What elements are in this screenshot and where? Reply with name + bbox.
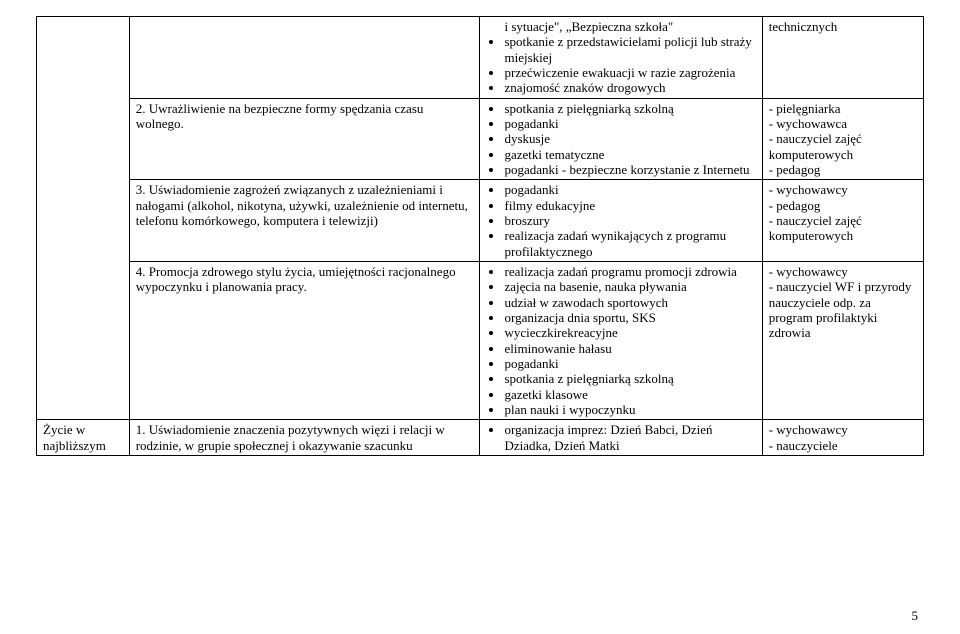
activities-cell: organizacja imprez: Dzień Babci, Dzień D… (480, 420, 762, 456)
activities-cell: spotkania z pielęgniarką szkolną pogadan… (480, 98, 762, 180)
responsible-cell: - wychowawcy - nauczyciel WF i przyrody … (762, 261, 923, 419)
responsible-line: - wychowawcy (769, 264, 917, 279)
list-item: pogadanki - bezpieczne korzystanie z Int… (504, 162, 755, 177)
task-cell: 2. Uwrażliwienie na bezpieczne formy spę… (129, 98, 480, 180)
list-item: gazetki klasowe (504, 387, 755, 402)
category-cell (37, 17, 130, 420)
list-item: organizacja dnia sportu, SKS (504, 310, 755, 325)
page-number: 5 (912, 608, 919, 624)
activities-list: spotkanie z przedstawicielami policji lu… (504, 34, 755, 95)
responsible-line: - nauczyciel WF i przyrody (769, 279, 917, 294)
task-cell: 3. Uświadomienie zagrożeń związanych z u… (129, 180, 480, 262)
list-item: realizacja zadań wynikających z programu… (504, 228, 755, 259)
responsible-line: - wychowawcy (769, 422, 917, 437)
list-item: spotkania z pielęgniarką szkolną (504, 101, 755, 116)
responsible-cell: - wychowawcy - nauczyciele (762, 420, 923, 456)
responsible-cell: - wychowawcy - pedagog - nauczyciel zaję… (762, 180, 923, 262)
list-item: filmy edukacyjne (504, 198, 755, 213)
list-item: gazetki tematyczne (504, 147, 755, 162)
table-row: 3. Uświadomienie zagrożeń związanych z u… (37, 180, 924, 262)
responsible-cell: - pielęgniarka - wychowawca - nauczyciel… (762, 98, 923, 180)
responsible-line: - nauczyciele (769, 438, 917, 453)
list-item: pogadanki (504, 356, 755, 371)
activities-list: spotkania z pielęgniarką szkolną pogadan… (504, 101, 755, 178)
task-cell: 1. Uświadomienie znaczenia pozytywnych w… (129, 420, 480, 456)
category-text: Życie w najbliższym (43, 422, 106, 452)
responsible-line: - nauczyciel zajęć komputerowych (769, 131, 917, 162)
task-text: 3. Uświadomienie zagrożeń związanych z u… (136, 182, 468, 228)
task-cell (129, 17, 480, 99)
table-row: i sytuacje", „Bezpieczna szkoła" spotkan… (37, 17, 924, 99)
list-item: udział w zawodach sportowych (504, 295, 755, 310)
task-text: 1. Uświadomienie znaczenia pozytywnych w… (136, 422, 445, 452)
list-item: wycieczkirekreacyjne (504, 325, 755, 340)
list-item: pogadanki (504, 182, 755, 197)
task-text: 4. Promocja zdrowego stylu życia, umieję… (136, 264, 456, 294)
responsible-line: - nauczyciel zajęć komputerowych (769, 213, 917, 244)
list-item: przećwiczenie ewakuacji w razie zagrożen… (504, 65, 755, 80)
activities-cell: realizacja zadań programu promocji zdrow… (480, 261, 762, 419)
list-item: broszury (504, 213, 755, 228)
task-cell: 4. Promocja zdrowego stylu życia, umieję… (129, 261, 480, 419)
list-item: zajęcia na basenie, nauka pływania (504, 279, 755, 294)
responsible-line: - wychowawca (769, 116, 917, 131)
category-cell: Życie w najbliższym (37, 420, 130, 456)
list-item: plan nauki i wypoczynku (504, 402, 755, 417)
responsible-line: - wychowawcy (769, 182, 917, 197)
responsible-cell: technicznych (762, 17, 923, 99)
list-item: znajomość znaków drogowych (504, 80, 755, 95)
activities-cell: pogadanki filmy edukacyjne broszury real… (480, 180, 762, 262)
list-item: eliminowanie hałasu (504, 341, 755, 356)
list-item: organizacja imprez: Dzień Babci, Dzień D… (504, 422, 755, 453)
document-page: i sytuacje", „Bezpieczna szkoła" spotkan… (0, 0, 960, 634)
list-item: spotkania z pielęgniarką szkolną (504, 371, 755, 386)
list-item: pogadanki (504, 116, 755, 131)
activities-list: pogadanki filmy edukacyjne broszury real… (504, 182, 755, 259)
activity-continuation: i sytuacje", „Bezpieczna szkoła" (486, 19, 755, 34)
responsible-line: - pedagog (769, 198, 917, 213)
responsible-line: - pedagog (769, 162, 917, 177)
list-item: spotkanie z przedstawicielami policji lu… (504, 34, 755, 65)
list-item: dyskusje (504, 131, 755, 146)
task-text: 2. Uwrażliwienie na bezpieczne formy spę… (136, 101, 424, 131)
activities-list: realizacja zadań programu promocji zdrow… (504, 264, 755, 417)
activities-cell: i sytuacje", „Bezpieczna szkoła" spotkan… (480, 17, 762, 99)
table-row: Życie w najbliższym 1. Uświadomienie zna… (37, 420, 924, 456)
activities-list: organizacja imprez: Dzień Babci, Dzień D… (504, 422, 755, 453)
responsible-line: technicznych (769, 19, 917, 34)
responsible-line: - pielęgniarka (769, 101, 917, 116)
table-row: 2. Uwrażliwienie na bezpieczne formy spę… (37, 98, 924, 180)
curriculum-table: i sytuacje", „Bezpieczna szkoła" spotkan… (36, 16, 924, 456)
responsible-line: nauczyciele odp. za program profilaktyki… (769, 295, 917, 341)
table-row: 4. Promocja zdrowego stylu życia, umieję… (37, 261, 924, 419)
list-item: realizacja zadań programu promocji zdrow… (504, 264, 755, 279)
